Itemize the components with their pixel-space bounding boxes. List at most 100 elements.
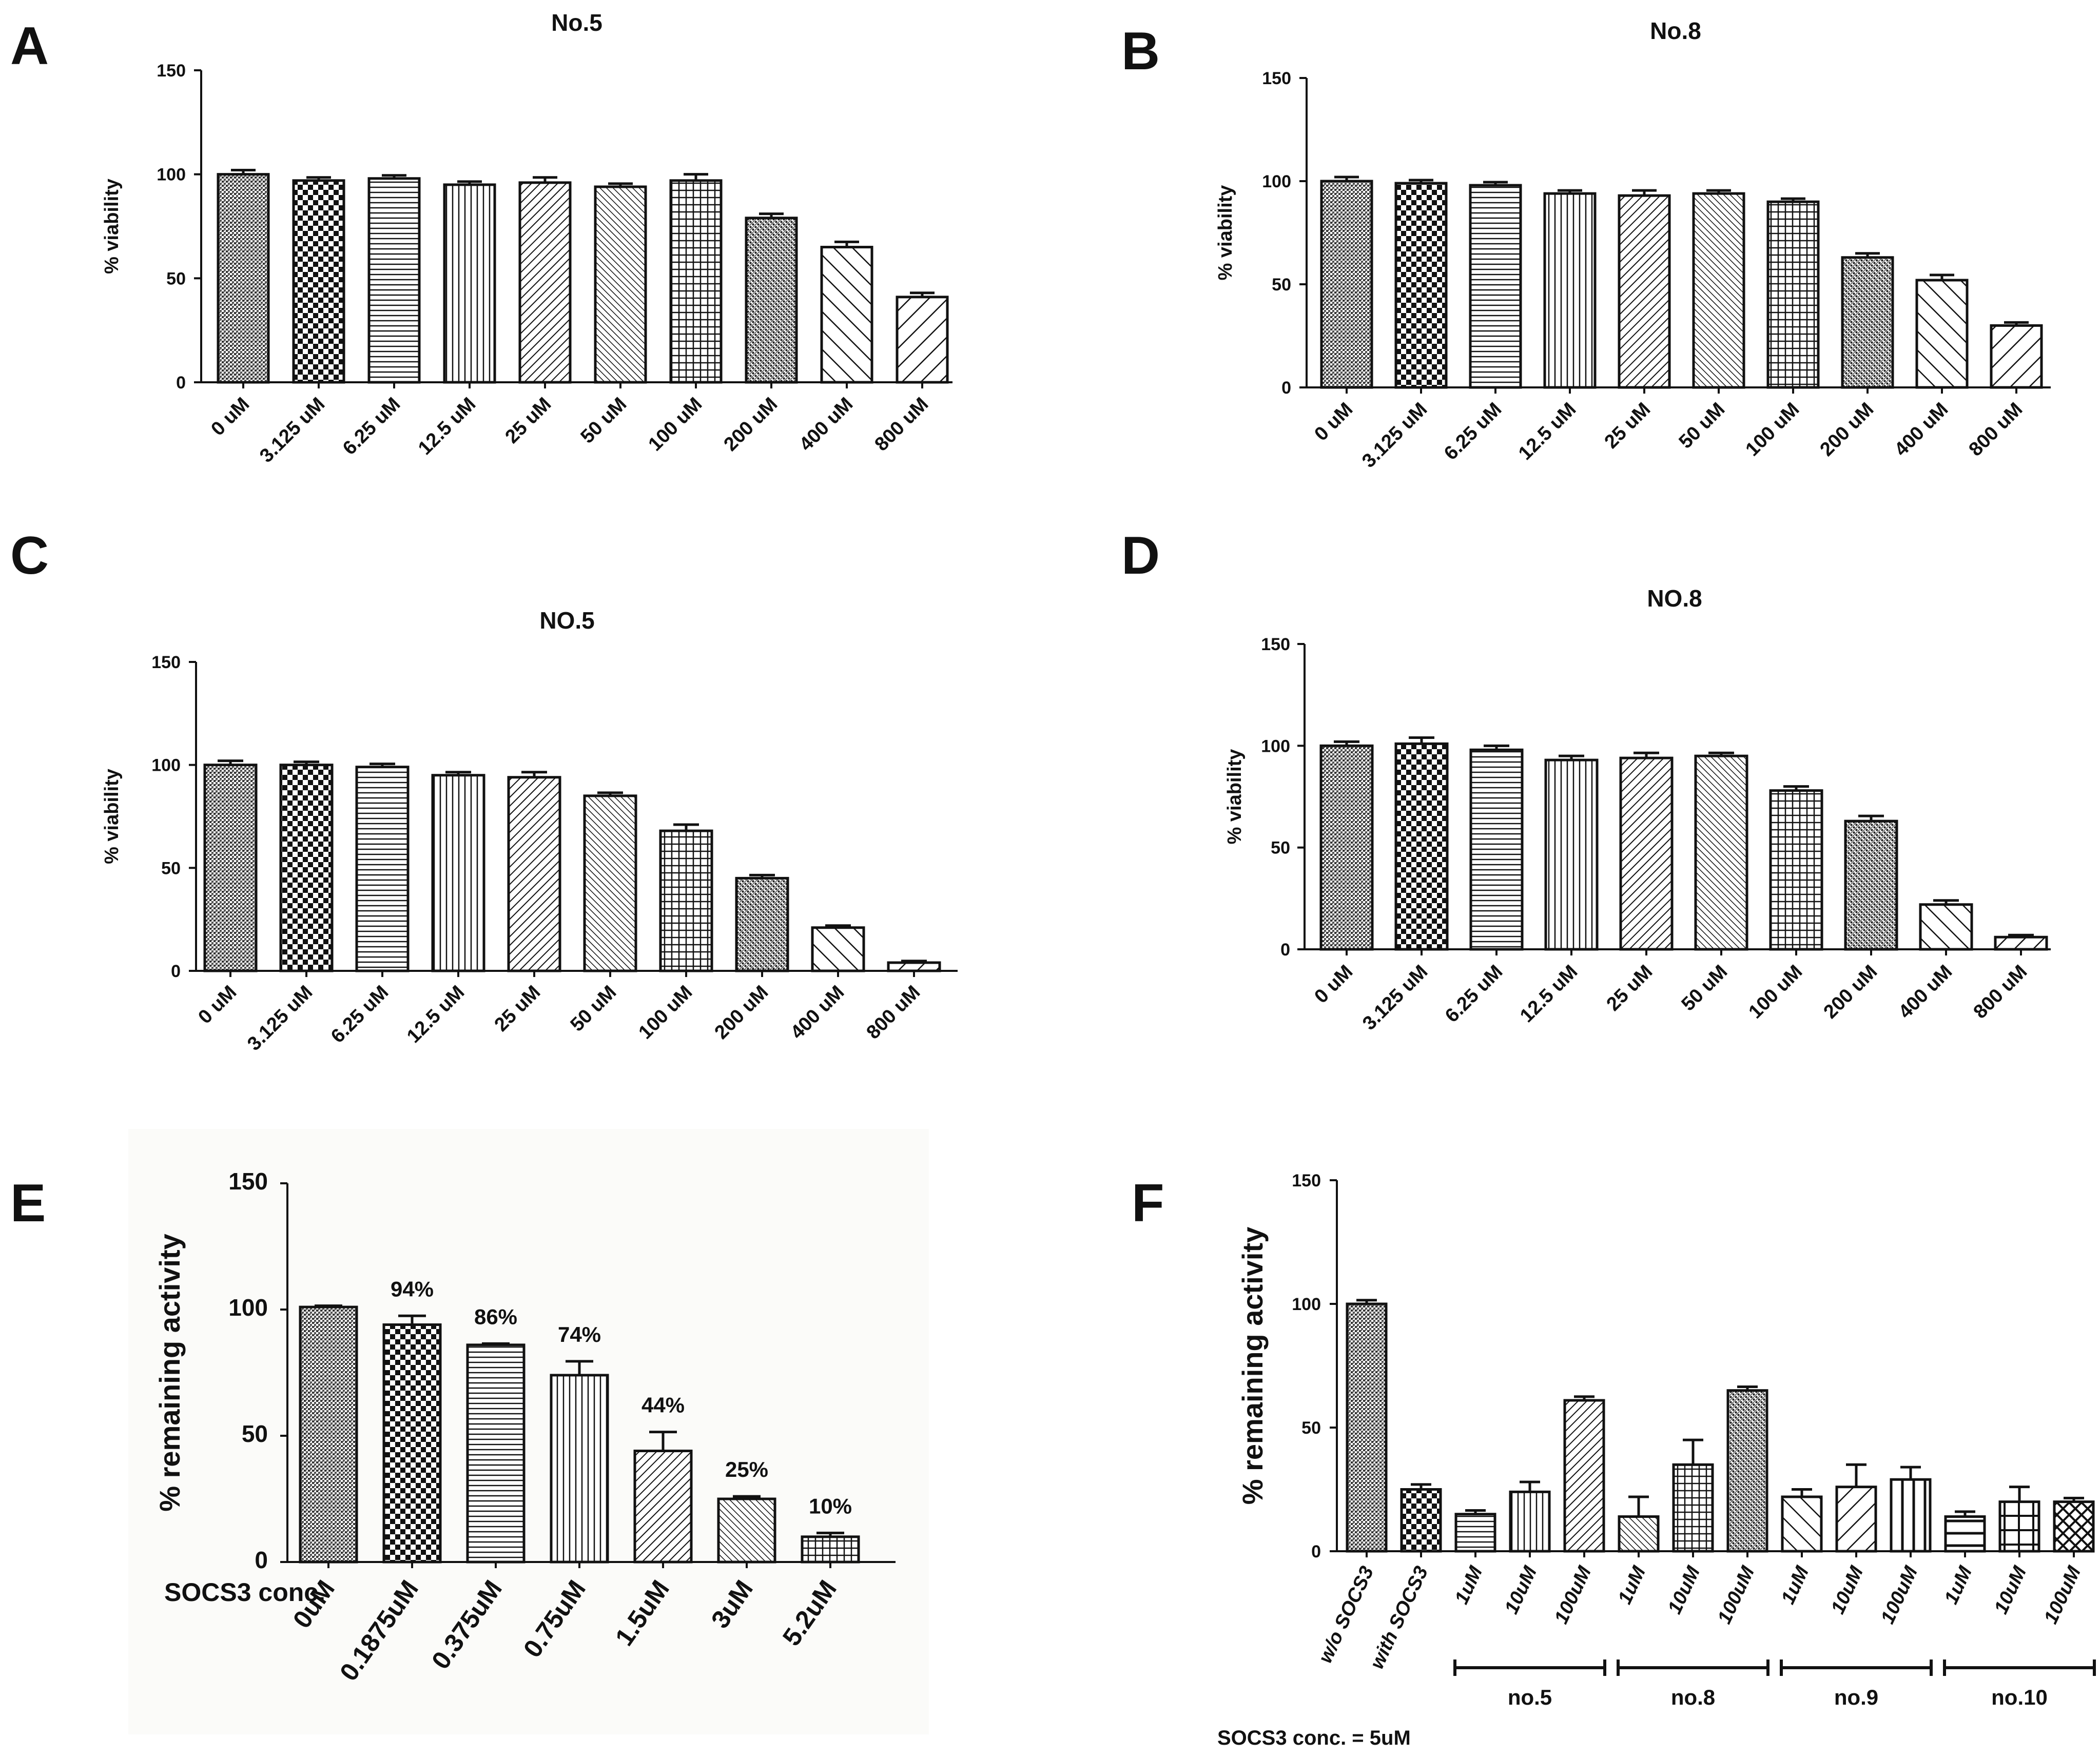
x-tick-label: 800 uM: [1970, 961, 2032, 1023]
y-tick-label: 0: [1281, 378, 1291, 398]
y-tick-label: 150: [151, 653, 181, 672]
x-tick-label: 0 uM: [1310, 961, 1357, 1008]
panel-label-c: C: [10, 526, 49, 585]
chart-panel-a: No.5 % viability 0 50 100 150 0 uM 3.125 uM 6.25…: [101, 9, 952, 467]
chart-title: No.5: [551, 9, 602, 36]
x-tick-label: 25 uM: [501, 394, 556, 448]
bar-100um: [1726, 1389, 1768, 1553]
bar-25-um: [507, 776, 561, 972]
x-tick-label: 1uM: [1940, 1563, 1977, 1608]
x-tick-label: with SOCS3: [1366, 1563, 1432, 1672]
bar-50-um: [583, 794, 637, 972]
bar-200-um: [745, 217, 798, 384]
group-label-no-8: no.8: [1671, 1685, 1715, 1709]
bar-100um: [1563, 1399, 1605, 1553]
x-tick-label: 0 uM: [1310, 399, 1357, 445]
bar-800-um: [896, 296, 949, 384]
x-tick-label: 12.5 uM: [403, 982, 469, 1047]
x-tick-label: 100uM: [2040, 1563, 2086, 1627]
y-axis-label: % viability: [1215, 185, 1236, 281]
bar-6-25-um: [367, 177, 421, 384]
panel-label-d: D: [1121, 526, 1160, 585]
x-tick-label: 100uM: [1877, 1563, 1922, 1627]
chart-panel-b: No.8 % viability 0 50 100 150 0 uM 3.125 uM 6.25…: [1215, 17, 2051, 472]
x-tick-label: 100uM: [1714, 1563, 1759, 1627]
bar-3-125-um: [1394, 182, 1448, 389]
bar-100-um: [659, 829, 713, 972]
y-tick-label: 100: [151, 756, 181, 775]
y-tick-label: 50: [1271, 838, 1290, 858]
y-tick-label: 150: [157, 61, 186, 81]
bar-400-um: [820, 246, 873, 384]
data-label: 74%: [558, 1322, 601, 1346]
x-tick-label: 400 uM: [787, 982, 849, 1044]
x-tick-label: 1uM: [1777, 1563, 1814, 1608]
bar-10um: [1835, 1486, 1877, 1553]
y-tick-label: 0: [255, 1547, 268, 1573]
bar-25-um: [1619, 756, 1674, 951]
x-tick-label: 10uM: [1501, 1563, 1542, 1617]
x-tick-label: 50 uM: [567, 982, 621, 1036]
bar-800-um: [887, 961, 941, 972]
x-tick-label: 0 uM: [194, 982, 241, 1028]
x-tick-label: 10uM: [1990, 1563, 2031, 1617]
bar-400-um: [1915, 279, 1969, 389]
x-tick-label: 400 uM: [1891, 399, 1953, 461]
bar-200-um: [735, 876, 789, 972]
x-tick-label: 12.5 uM: [414, 394, 480, 459]
group-label-no-10: no.10: [1991, 1685, 2048, 1709]
x-tick-label: 50 uM: [1678, 961, 1732, 1016]
data-label: 94%: [391, 1277, 434, 1301]
bar-1um: [1618, 1515, 1660, 1553]
y-axis-label: % remaining activity: [1236, 1227, 1269, 1505]
bar-with-socs3: [1400, 1488, 1442, 1553]
bar-0-1875um: [382, 1323, 442, 1564]
chart-title: No.8: [1650, 17, 1701, 44]
bar-100-um: [1766, 200, 1820, 389]
bar-10um: [1672, 1463, 1714, 1553]
x-tick-label: 50 uM: [1675, 399, 1729, 453]
x-tick-label: 200 uM: [1816, 399, 1878, 461]
bar-6-25-um: [1469, 748, 1524, 951]
y-tick-label: 100: [1261, 736, 1290, 756]
x-axis-title: SOCS3 conc.: [164, 1578, 325, 1607]
y-axis-label: % viability: [101, 769, 123, 864]
x-tick-label: 3.125 uM: [243, 982, 317, 1055]
bar-0-um: [203, 764, 258, 972]
y-tick-label: 50: [242, 1420, 268, 1447]
bar-100-um: [669, 179, 723, 384]
x-tick-label: 400 uM: [1895, 961, 1957, 1023]
bar-12-5-um: [1544, 758, 1599, 951]
data-label: 25%: [725, 1457, 768, 1481]
bar-1-5um: [633, 1450, 693, 1564]
x-tick-label: 200 uM: [711, 982, 773, 1044]
data-label: 44%: [641, 1393, 685, 1417]
x-tick-label: w/o SOCS3: [1314, 1563, 1378, 1666]
y-axis-label: % viability: [101, 179, 123, 274]
panel-label-e: E: [10, 1174, 46, 1233]
y-tick-label: 150: [1261, 635, 1290, 654]
bar-25-um: [518, 181, 572, 384]
bar-1um: [1944, 1515, 1986, 1553]
bar-0-375um: [466, 1343, 526, 1564]
bar-200-um: [1844, 819, 1898, 951]
x-tick-label: 12.5 uM: [1514, 399, 1580, 464]
bar-3um: [717, 1497, 776, 1564]
x-tick-label: 200 uM: [1820, 961, 1882, 1023]
x-tick-label: 6.25 uM: [339, 394, 404, 459]
bar-10um: [1509, 1490, 1551, 1553]
bar-50-um: [594, 185, 647, 384]
bar-400-um: [811, 926, 865, 972]
x-tick-label: 800 uM: [863, 982, 925, 1044]
data-label: 10%: [809, 1494, 852, 1518]
y-tick-label: 0: [1311, 1542, 1321, 1561]
x-tick-label: 400 uM: [795, 394, 858, 456]
bar-50-um: [1692, 192, 1745, 389]
bar-100um: [1890, 1478, 1932, 1553]
x-tick-label: 25 uM: [491, 982, 545, 1036]
y-tick-label: 50: [1301, 1418, 1321, 1438]
x-tick-label: 50 uM: [577, 394, 631, 448]
bar-50-um: [1694, 754, 1748, 951]
bar-0um: [299, 1305, 358, 1564]
